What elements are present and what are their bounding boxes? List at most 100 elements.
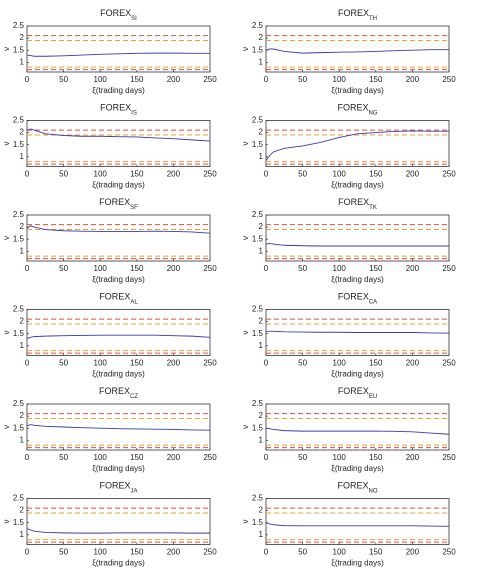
x-axis-label: ξ(trading days)	[331, 275, 384, 284]
x-tick-label: 150	[130, 170, 144, 179]
data-line	[26, 424, 211, 431]
subplot: FOREXNO 0 50 100 150 200 250 1 1.5 2 2.5 ξ(trading …	[241, 481, 456, 568]
x-tick-label: 150	[369, 359, 383, 368]
x-tick-label: 200	[406, 453, 420, 462]
subplot-title: FOREXCZ	[99, 386, 138, 399]
y-tick-label: 2.5	[13, 494, 25, 503]
x-tick-label: 0	[25, 359, 30, 368]
x-tick-label: 200	[167, 548, 181, 557]
data-line	[26, 52, 210, 57]
x-tick-label: 200	[167, 264, 181, 273]
y-axis-label: ν	[2, 520, 11, 524]
title-text: FOREX	[99, 481, 130, 491]
x-tick-label: 50	[59, 453, 68, 462]
x-tick-label: 100	[94, 548, 108, 557]
x-tick-label: 100	[94, 359, 108, 368]
y-tick-label: 2	[259, 222, 264, 231]
x-tick-label: 50	[59, 170, 68, 179]
x-axis-label: ξ(trading days)	[92, 86, 145, 95]
x-tick-label: 100	[94, 170, 108, 179]
x-axis-label: ξ(trading days)	[92, 181, 145, 190]
y-tick-label: 1	[259, 435, 264, 444]
y-tick-label: 2.5	[252, 210, 264, 219]
axes-frame	[265, 403, 450, 451]
x-tick-label: 50	[298, 359, 307, 368]
x-tick-label: 100	[333, 359, 347, 368]
subplot: FOREXCA 0 50 100 150 200 250 1 1.5 2 2.5 ξ(trading …	[241, 292, 456, 379]
x-tick-label: 200	[406, 170, 420, 179]
x-tick-label: 250	[203, 453, 217, 462]
x-tick-label: 200	[406, 75, 420, 84]
x-tick-label: 250	[442, 453, 456, 462]
x-tick-label: 150	[130, 453, 144, 462]
x-axis-label: ξ(trading days)	[331, 559, 384, 568]
y-tick-label: 1.5	[252, 234, 264, 243]
axes-frame	[26, 498, 211, 545]
data-line	[265, 427, 450, 435]
data-line	[26, 128, 211, 142]
x-tick-label: 50	[59, 548, 68, 557]
y-tick-label: 2	[259, 33, 264, 42]
y-axis-label: ν	[2, 47, 11, 51]
y-tick-label: 2	[20, 506, 25, 515]
y-axis-label: ν	[241, 142, 250, 146]
x-tick-label: 150	[130, 264, 144, 273]
x-tick-label: 200	[167, 75, 181, 84]
y-tick-label: 2	[20, 128, 25, 137]
y-tick-label: 1	[259, 152, 264, 161]
subplot-title: FOREXTK	[338, 197, 377, 210]
y-tick-label: 2	[20, 411, 25, 420]
y-tick-label: 1.5	[13, 140, 25, 149]
x-tick-label: 250	[203, 264, 217, 273]
x-tick-label: 0	[264, 264, 269, 273]
subplot-title: FOREXAL	[99, 292, 138, 305]
x-tick-label: 100	[94, 264, 108, 273]
subplot: FOREXAL 0 50 100 150 200 250 1 1.5 2 2.5 ξ(trading …	[2, 292, 217, 379]
title-subscript: JA	[131, 488, 138, 494]
x-tick-label: 250	[442, 548, 456, 557]
title-subscript: CA	[369, 299, 377, 305]
y-tick-label: 1	[20, 57, 25, 66]
y-tick-label: 2	[259, 411, 264, 420]
subplot-title: FOREXEU	[338, 386, 377, 399]
y-axis-label: ν	[241, 236, 250, 240]
axes-frame	[265, 214, 450, 262]
axes-frame	[265, 498, 450, 545]
x-tick-label: 0	[25, 453, 30, 462]
title-text: FOREX	[338, 197, 369, 207]
data-line	[265, 243, 449, 247]
subplot-title: FOREXSI	[100, 8, 137, 21]
x-tick-label: 250	[442, 359, 456, 368]
x-axis-label: ξ(trading days)	[92, 275, 145, 284]
x-tick-label: 100	[333, 264, 347, 273]
title-subscript: TK	[369, 205, 377, 211]
subplot: FOREXNG 0 50 100 150 200 250 1 1.5 2 2.5 ξ(trading …	[241, 103, 456, 190]
y-tick-label: 1.5	[252, 423, 264, 432]
y-tick-label: 1	[20, 341, 25, 350]
data-line	[26, 225, 211, 234]
subplot: FOREXTK 0 50 100 150 200 250 1 1.5 2 2.5 ξ(trading …	[241, 197, 456, 284]
title-text: FOREX	[100, 8, 131, 18]
x-tick-label: 0	[264, 170, 269, 179]
y-axis-label: ν	[2, 331, 11, 335]
y-tick-label: 2.5	[252, 305, 264, 314]
x-tick-label: 150	[369, 453, 383, 462]
title-subscript: TH	[369, 16, 377, 22]
y-tick-label: 1.5	[252, 329, 264, 338]
title-subscript: SF	[130, 205, 138, 211]
y-axis-label: ν	[241, 331, 250, 335]
y-tick-label: 2.5	[13, 210, 25, 219]
x-tick-label: 200	[167, 453, 181, 462]
x-tick-label: 50	[59, 359, 68, 368]
y-tick-label: 1.5	[252, 140, 264, 149]
y-tick-label: 2	[20, 317, 25, 326]
axes-frame	[26, 25, 211, 73]
x-tick-label: 100	[333, 453, 347, 462]
y-tick-label: 2.5	[13, 305, 25, 314]
x-tick-label: 200	[406, 359, 420, 368]
subplot-title: FOREXNO	[337, 481, 377, 494]
y-tick-label: 2.5	[252, 116, 264, 125]
x-tick-label: 150	[369, 548, 383, 557]
x-axis-label: ξ(trading days)	[92, 559, 145, 568]
x-tick-label: 100	[94, 453, 108, 462]
